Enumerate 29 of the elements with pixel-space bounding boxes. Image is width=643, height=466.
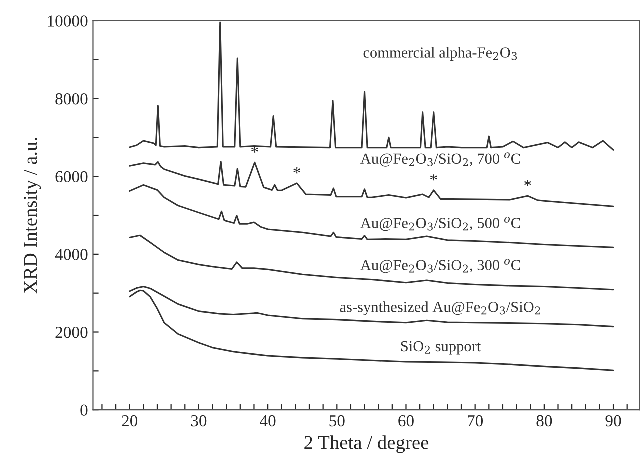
text: Au@Fe$_{2}$O$_{3}$/SiO$_{2}$, 700 $^{o}$C [360,152,520,167]
x-tick-label: 70 [468,415,484,427]
line-series [129,290,614,372]
y-tick-label: 0 [80,404,88,416]
x-tick-label: 50 [330,415,345,427]
text: commercial alpha-Fe$_{2}$O$_{3}$ [364,47,518,62]
x-axis-title: 2 Theta / degree [304,436,429,454]
x-tick-label: 40 [260,415,276,427]
series-label: SiO$_{2}$ support [401,341,482,355]
x-tick-label: 80 [536,415,552,427]
series-label: as-synthesized Au@Fe$_{2}$O$_{3}$/SiO$_{2}$ [340,302,540,316]
x-tick-label: 30 [191,415,207,427]
text: Au@Fe$_{2}$O$_{3}$/SiO$_{2}$, 300 $^{o}$C [360,259,520,274]
x-tick-label: 60 [398,415,414,427]
x-tick-label: 90 [606,415,622,427]
annotation: * [252,146,258,153]
text: Au@Fe$_{2}$O$_{3}$/SiO$_{2}$, 500 $^{o}$C [360,217,520,232]
line-series [129,234,614,291]
y-tick-label: 6000 [56,171,88,183]
annotation: * [430,174,438,181]
annotation: * [524,180,532,186]
x-tick-label: 20 [122,415,138,427]
annotation: * [294,168,300,174]
line-series [129,22,614,151]
y-tick-label: 10000 [48,16,88,27]
y-axis-title: XRD Intensity / a.u. [24,138,42,294]
y-tick-label: 4000 [55,249,88,260]
y-tick-label: 8000 [56,93,88,105]
y-tick-label: 2000 [56,326,88,338]
